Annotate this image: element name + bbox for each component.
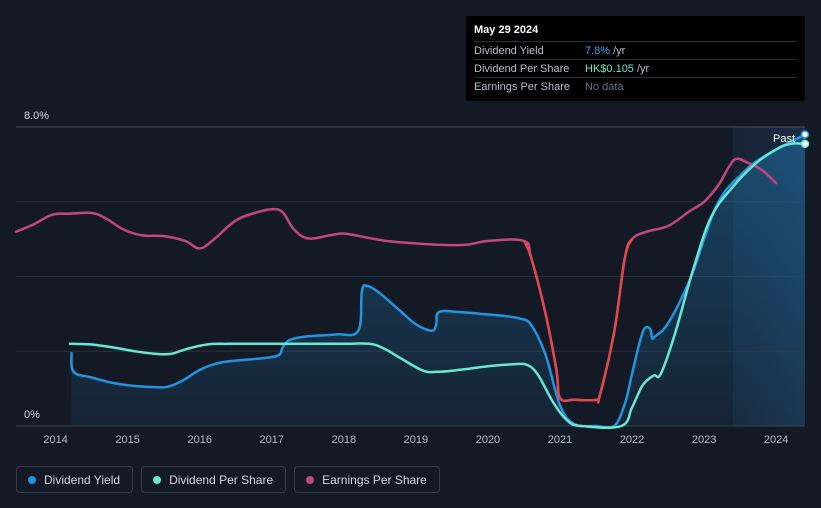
tooltip-label: Dividend Yield	[474, 44, 544, 57]
tooltip-value: 7.8%	[585, 44, 611, 57]
tooltip-panel: May 29 2024 Dividend Yield 7.8% /yr Divi…	[466, 16, 805, 101]
x-tick-label: 2020	[476, 434, 500, 446]
x-tick-label: 2023	[692, 434, 716, 446]
dividend-yield-line	[70, 133, 807, 430]
legend-item-dividend-yield[interactable]: Dividend Yield	[16, 466, 134, 493]
x-tick-label: 2014	[43, 434, 67, 446]
legend-item-dividend-per-share[interactable]: Dividend Per Share	[141, 466, 287, 493]
legend-dot-icon	[28, 475, 36, 484]
earnings-per-share-line	[14, 157, 778, 404]
legend-dot-icon	[306, 475, 315, 484]
tooltip-label: Earnings Per Share	[474, 80, 570, 93]
tooltip-value: No data	[585, 80, 624, 93]
tooltip-row-dividend-yield: Dividend Yield 7.8% /yr	[474, 41, 797, 59]
earnings-per-share-decline-segment	[522, 237, 634, 404]
dividend-yield-area	[71, 134, 805, 428]
axis-layer: 8.0% 0% 2014 2015 2016 2017 2018 2019 2020 2021 20…	[24, 110, 788, 446]
x-tick-label: 2024	[764, 434, 788, 446]
legend-label: Dividend Per Share	[169, 472, 274, 487]
dividend-per-share-end-marker	[800, 139, 810, 149]
x-tick-label: 2017	[260, 434, 284, 446]
tooltip-date: May 29 2024	[474, 24, 539, 36]
tooltip-value: HK$0.105	[585, 62, 634, 75]
tooltip-row-earnings-per-share: Earnings Per Share No data	[474, 77, 797, 95]
legend-item-earnings-per-share[interactable]: Earnings Per Share	[294, 466, 440, 493]
tooltip-row-dividend-per-share: Dividend Per Share HK$0.105 /yr	[474, 59, 797, 77]
legend-label: Earnings Per Share	[322, 472, 427, 487]
tooltip-unit: /yr	[613, 44, 626, 57]
x-tick-label: 2021	[548, 434, 572, 446]
legend-label: Dividend Yield	[44, 472, 121, 487]
x-tick-label: 2018	[332, 434, 356, 446]
x-tick-label: 2022	[620, 434, 644, 446]
x-tick-label: 2019	[404, 434, 428, 446]
tooltip-unit: /yr	[636, 62, 650, 75]
y-axis-label-top: 8.0%	[24, 110, 49, 122]
x-tick-label: 2015	[115, 434, 139, 446]
dividend-yield-end-marker	[800, 130, 810, 139]
y-axis-label-bottom: 0%	[24, 409, 40, 421]
legend: Dividend Yield Dividend Per Share Earnin…	[16, 466, 440, 493]
past-label: Past	[773, 133, 795, 145]
legend-dot-icon	[153, 475, 162, 484]
dividend-per-share-line	[68, 142, 807, 430]
x-tick-label: 2016	[187, 434, 211, 446]
tooltip-label: Dividend Per Share	[474, 62, 570, 75]
series-layer	[14, 130, 810, 430]
